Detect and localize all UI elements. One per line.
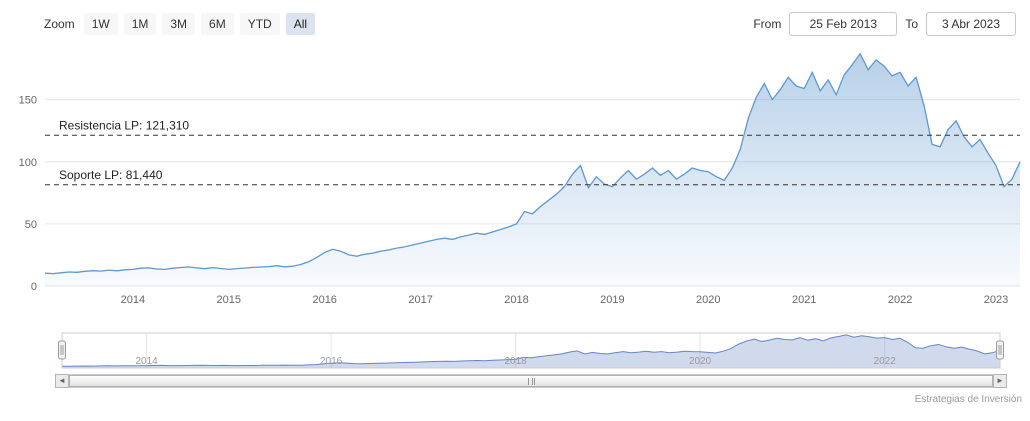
range-selector: Zoom 1W 1M 3M 6M YTD All	[44, 13, 316, 35]
scrollbar-left-arrow[interactable]: ◄	[55, 374, 69, 388]
zoom-button-6m[interactable]: 6M	[201, 13, 234, 35]
to-date-input[interactable]	[926, 12, 1016, 36]
date-range: From To	[753, 12, 1016, 36]
x-axis-label: 2023	[984, 294, 1008, 306]
credit-link[interactable]: Estrategias de Inversión	[914, 394, 1022, 405]
triangle-left-icon: ◄	[58, 376, 66, 385]
x-axis-label: 2016	[312, 294, 336, 306]
plotline-label-1: Soporte LP: 81,440	[59, 168, 163, 182]
x-axis-label: 2020	[696, 294, 720, 306]
navigator-line	[62, 334, 1001, 367]
y-axis-label: 100	[19, 157, 37, 169]
navigator-year-label: 2020	[689, 356, 712, 367]
navigator-year-label: 2014	[135, 356, 158, 367]
x-axis-label: 2021	[792, 294, 816, 306]
x-axis-label: 2022	[888, 294, 912, 306]
price-chart[interactable]: 0 50 100 150 2014 2015 2016 2017 2018 2019 2020 202…	[0, 40, 1030, 312]
navigator-year-label: 2018	[504, 356, 527, 367]
toolbar: Zoom 1W 1M 3M 6M YTD All From To	[0, 0, 1030, 40]
x-axis-label: 2019	[600, 294, 624, 306]
y-axis-label: 0	[31, 281, 37, 293]
zoom-button-3m[interactable]: 3M	[162, 13, 196, 35]
zoom-button-all[interactable]: All	[285, 13, 316, 35]
to-label: To	[905, 17, 918, 31]
triangle-right-icon: ►	[996, 376, 1004, 385]
navigator-area-fill	[62, 334, 1000, 368]
zoom-button-ytd[interactable]: YTD	[239, 13, 280, 35]
zoom-button-1m[interactable]: 1M	[123, 13, 157, 35]
navigator-year-label: 2022	[874, 356, 897, 367]
navigator-left-handle[interactable]	[58, 340, 66, 360]
thumb-grip-icon	[527, 377, 535, 385]
x-axis-label: 2017	[408, 294, 432, 306]
y-axis-label: 150	[19, 95, 37, 107]
price-area-fill	[45, 53, 1020, 287]
y-axis-label: 50	[25, 219, 37, 231]
x-axis-label: 2014	[121, 294, 145, 306]
from-date-input[interactable]	[789, 12, 898, 36]
scrollbar[interactable]: ◄ ►	[55, 374, 1007, 388]
navigator[interactable]: 2014 2016 2018 2020 2022	[0, 330, 1030, 372]
zoom-label: Zoom	[44, 17, 75, 31]
scrollbar-track[interactable]	[69, 374, 993, 388]
x-axis-label: 2015	[217, 294, 241, 306]
plotline-label-0: Resistencia LP: 121,310	[59, 118, 189, 132]
scrollbar-thumb[interactable]	[69, 375, 993, 387]
x-axis-label: 2018	[504, 294, 528, 306]
scrollbar-right-arrow[interactable]: ►	[993, 374, 1007, 388]
price-line	[44, 52, 1021, 275]
zoom-button-1w[interactable]: 1W	[83, 13, 118, 35]
navigator-right-handle[interactable]	[996, 340, 1004, 360]
navigator-year-label: 2016	[320, 356, 343, 367]
from-label: From	[753, 17, 782, 31]
